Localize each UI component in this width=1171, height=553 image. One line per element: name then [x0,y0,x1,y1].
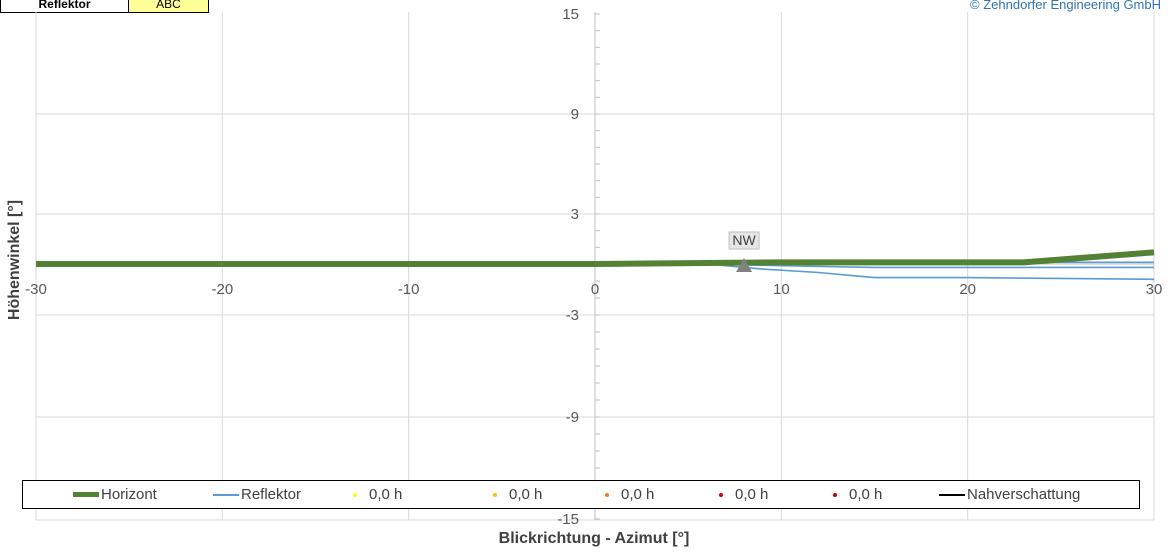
horizon-line [36,249,1155,267]
nw-marker-triangle [736,258,753,272]
y-tick-label: 9 [571,106,579,123]
y-tick-label: -15 [557,511,579,528]
y-tick-label: 3 [571,206,579,223]
legend-item: Reflektor [213,481,301,508]
legend-label: Nahverschattung [967,486,1081,503]
legend-dot-swatch [605,492,609,497]
copyright-text: © Zehndorfer Engineering GmbH [970,0,1161,12]
x-tick-label: 0 [591,281,599,298]
x-tick-label: -10 [398,281,420,298]
legend-item: 0,0 h [719,481,768,508]
y-tick-label: -3 [566,307,579,324]
legend-label: 0,0 h [735,486,769,503]
legend-label: Reflektor [241,486,302,503]
legend-dot-swatch [493,492,497,497]
x-axis-title: Blickrichtung - Azimut [°] [498,530,690,547]
reflector-tag-value: ABC [128,0,209,13]
x-tick-label: 20 [959,281,976,298]
y-tick-label: -9 [566,409,579,426]
legend-label: Horizont [101,486,157,503]
y-axis-title: Höhenwinkel [°] [6,199,23,321]
chart-legend: Horizont Reflektor 0,0 h 0,0 h 0,0 h 0,0 h 0,0… [22,480,1140,509]
legend-label: 0,0 h [621,486,655,503]
x-tick-label: 10 [773,281,790,298]
legend-item: Nahverschattung [939,481,1080,508]
legend-label: 0,0 h [849,486,883,503]
legend-line-swatch [213,493,239,496]
legend-dot-swatch [353,492,357,497]
nw-label-box [728,231,760,250]
nw-marker-label: NW [732,232,756,248]
legend-item: 0,0 h [605,481,654,508]
legend-dot-swatch [719,492,723,497]
legend-line-swatch [939,493,965,496]
legend-label: 0,0 h [369,486,403,503]
legend-item: 0,0 h [493,481,542,508]
x-tick-label: -20 [211,281,233,298]
legend-dot-swatch [833,492,837,497]
reflector-line-3 [706,263,1155,281]
legend-item: 0,0 h [833,481,882,508]
legend-line-swatch [73,492,99,497]
x-tick-label: -30 [25,281,47,298]
legend-item: 0,0 h [353,481,402,508]
y-tick-label: 15 [562,6,579,23]
legend-label: 0,0 h [509,486,543,503]
x-tick-label: 30 [1146,281,1163,298]
legend-item: Horizont [73,481,157,508]
